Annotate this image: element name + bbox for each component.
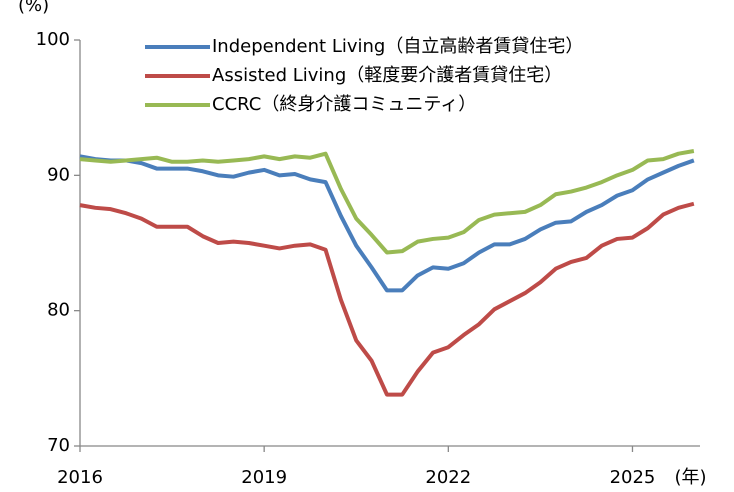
x-tick-label: 2016 — [57, 467, 103, 488]
y-tick-label: 80 — [47, 300, 70, 321]
x-tick-label: 2025 — [610, 467, 656, 488]
series-line — [79, 201, 695, 397]
series-line — [79, 154, 695, 293]
y-tick-label: 70 — [47, 435, 70, 456]
series-line — [79, 149, 695, 255]
x-tick-label: 2019 — [241, 467, 287, 488]
legend-label: Assisted Living（軽度要介護者賃貸住宅） — [212, 65, 562, 86]
x-unit-label: (年) — [674, 467, 706, 488]
x-tick-label: 2022 — [425, 467, 471, 488]
y-tick-label: 90 — [47, 164, 70, 185]
legend-label: CCRC（終身介護コミュニティ） — [212, 94, 476, 115]
y-unit-label: (%) — [18, 0, 49, 16]
legend-label: Independent Living（自立高齢者賃貸住宅） — [212, 36, 583, 57]
y-tick-label: 100 — [36, 29, 70, 50]
